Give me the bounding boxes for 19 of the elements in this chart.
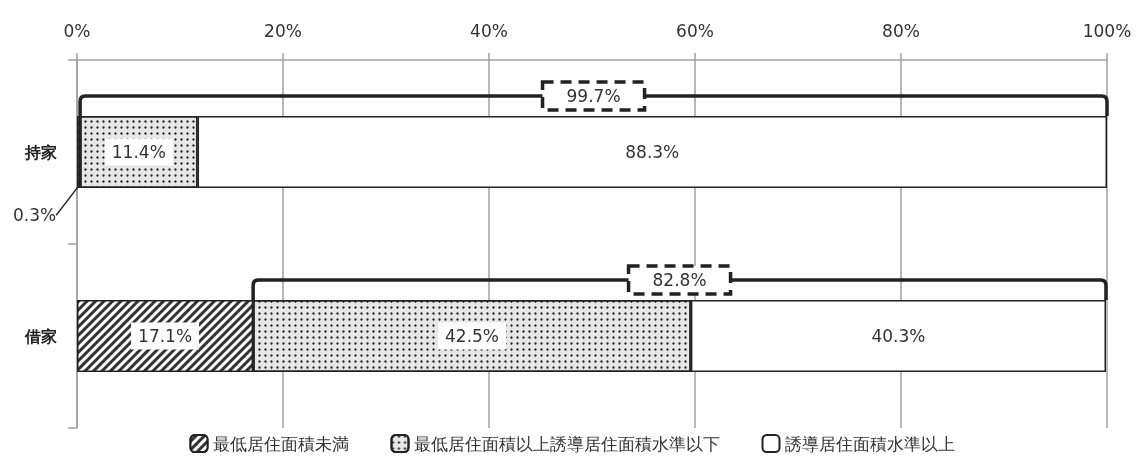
- x-tick-label: 20%: [264, 20, 302, 41]
- annotation: 99.7%: [566, 86, 621, 107]
- data-label: 11.4%: [111, 142, 166, 162]
- y-tick-label: 借家: [24, 326, 57, 346]
- data-label: 0.3%: [12, 205, 57, 226]
- x-tick-label: 40%: [470, 20, 508, 41]
- y-tick-label: 持家: [24, 142, 57, 162]
- data-label: 88.3%: [625, 142, 680, 162]
- x-tick-label: 0%: [63, 20, 91, 41]
- data-label: 17.1%: [138, 326, 193, 346]
- legend-label: 最低居住面積以上誘導居住面積水準以下: [413, 433, 720, 454]
- x-tick-label: 80%: [882, 20, 920, 41]
- x-tick-label: 100%: [1082, 20, 1132, 41]
- legend-label: 誘導居住面積水準以上: [784, 433, 955, 454]
- annotation: 82.8%: [652, 270, 707, 291]
- data-label: 42.5%: [445, 326, 500, 346]
- data-label: 40.3%: [871, 326, 926, 346]
- x-tick-label: 60%: [676, 20, 714, 41]
- legend-label: 最低居住面積未満: [212, 433, 349, 454]
